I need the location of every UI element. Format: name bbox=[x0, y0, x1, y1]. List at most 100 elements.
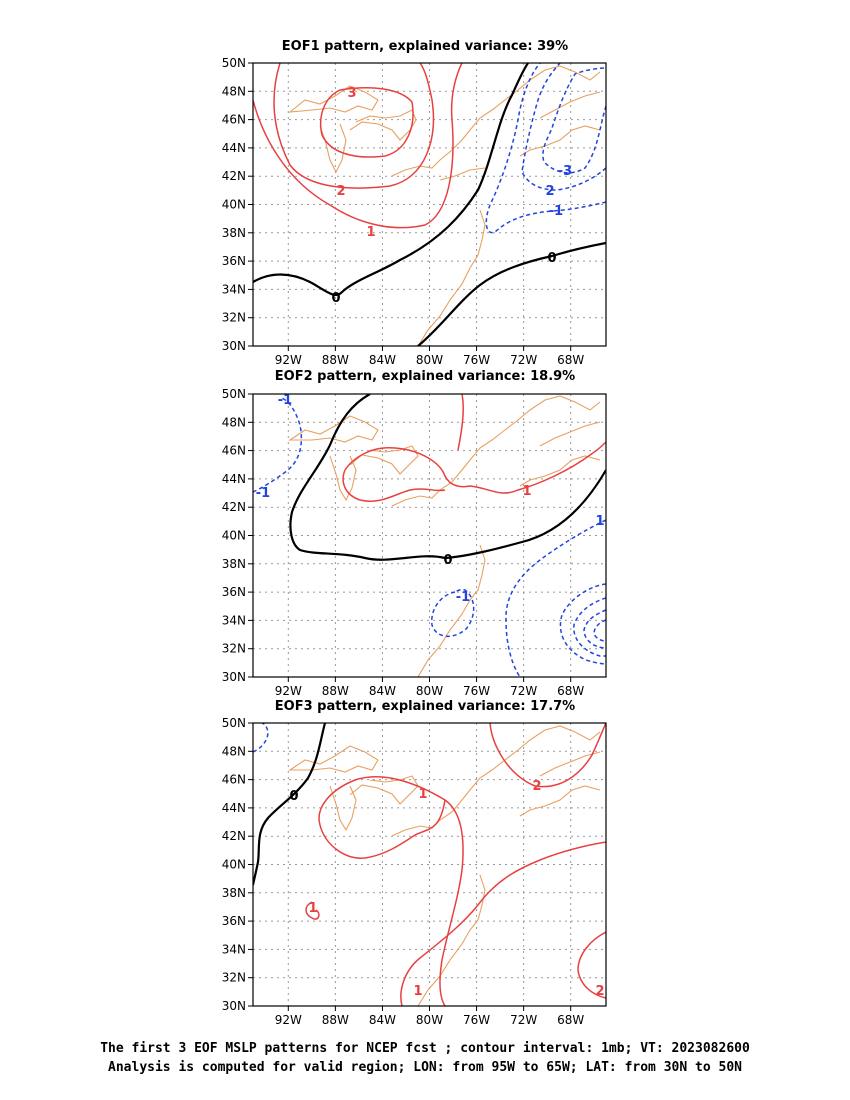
lon-tick-label: 76W bbox=[463, 1013, 490, 1027]
coastlines bbox=[288, 65, 601, 346]
lon-tick-label: 72W bbox=[510, 353, 537, 367]
contour-label: 0 bbox=[289, 789, 298, 804]
contour-neg-4 bbox=[583, 609, 606, 649]
lat-tick-label: 46N bbox=[222, 773, 246, 787]
lat-tick-label: 36N bbox=[222, 254, 246, 268]
lat-tick-label: 44N bbox=[222, 472, 246, 486]
contour-pos-1a bbox=[318, 776, 464, 1006]
lat-tick-label: 40N bbox=[222, 198, 246, 212]
lat-tick-label: 32N bbox=[222, 311, 246, 325]
lat-tick-label: 38N bbox=[222, 226, 246, 240]
lat-tick-label: 30N bbox=[222, 339, 246, 353]
lat-tick-label: 44N bbox=[222, 801, 246, 815]
lon-tick-label: 92W bbox=[275, 353, 302, 367]
contour-neg-3 bbox=[573, 597, 606, 657]
contour-label: 2 bbox=[545, 184, 554, 199]
lat-tick-label: 42N bbox=[222, 829, 246, 843]
contour-label: 3 bbox=[347, 86, 356, 101]
lon-tick-label: 68W bbox=[557, 353, 584, 367]
lon-tick-label: 92W bbox=[275, 684, 302, 698]
lon-tick-label: 88W bbox=[322, 1013, 349, 1027]
lon-tick-label: 92W bbox=[275, 1013, 302, 1027]
lat-tick-label: 36N bbox=[222, 914, 246, 928]
lat-tick-label: 42N bbox=[222, 500, 246, 514]
lat-tick-label: 40N bbox=[222, 858, 246, 872]
panel-eof3: EOF3 pattern, explained variance: 17.7% bbox=[222, 699, 607, 1027]
lon-tick-label: 88W bbox=[322, 684, 349, 698]
lat-tick-label: 30N bbox=[222, 999, 246, 1013]
contour-pos-1 bbox=[344, 441, 606, 494]
panel-title-eof3: EOF3 pattern, explained variance: 17.7% bbox=[275, 699, 575, 714]
lon-tick-label: 84W bbox=[369, 353, 396, 367]
contour-zero bbox=[253, 723, 327, 886]
lon-tick-label: 68W bbox=[557, 1013, 584, 1027]
contour-pos-1c bbox=[457, 394, 464, 451]
lon-tick-label: 76W bbox=[463, 684, 490, 698]
contour-pos-3 bbox=[319, 87, 414, 158]
contour-label: -1 bbox=[256, 486, 270, 501]
contour-pos-1 bbox=[253, 63, 463, 229]
contour-label: 2 bbox=[336, 184, 345, 199]
grid-lines bbox=[253, 723, 606, 1006]
contour-neg-1c bbox=[505, 519, 606, 677]
contour-label: 2 bbox=[532, 779, 541, 794]
axis-ticks: 50N 48N 46N 44N 42N 40N 38N 36N 34N 32N 30N 92W 88W 8… bbox=[222, 56, 585, 367]
coastlines bbox=[288, 725, 601, 1006]
contour-label: 1 bbox=[522, 484, 531, 499]
contour-pos-2 bbox=[273, 63, 435, 189]
contour-zero-a bbox=[253, 63, 529, 297]
grid-lines bbox=[253, 394, 606, 677]
contour-label: 0 bbox=[547, 251, 556, 266]
lon-tick-label: 84W bbox=[369, 1013, 396, 1027]
lon-tick-label: 72W bbox=[510, 684, 537, 698]
contour-pos-2b bbox=[577, 931, 606, 999]
lon-tick-label: 68W bbox=[557, 684, 584, 698]
panel-title-eof2: EOF2 pattern, explained variance: 18.9% bbox=[275, 369, 575, 384]
lat-tick-label: 48N bbox=[222, 415, 246, 429]
contour-pos-1b bbox=[342, 469, 446, 502]
contour-label: 1 bbox=[595, 514, 604, 529]
lat-tick-label: 48N bbox=[222, 744, 246, 758]
lat-tick-label: 46N bbox=[222, 113, 246, 127]
lat-tick-label: 34N bbox=[222, 942, 246, 956]
lat-tick-label: 36N bbox=[222, 585, 246, 599]
contour-label: 2 bbox=[595, 984, 604, 999]
contour-label: -1 bbox=[278, 393, 292, 408]
lat-tick-label: 38N bbox=[222, 557, 246, 571]
contour-label: 0 bbox=[443, 553, 452, 568]
panel-title-eof1: EOF1 pattern, explained variance: 39% bbox=[282, 39, 568, 54]
contour-neg-1 bbox=[253, 723, 269, 753]
contour-neg-1 bbox=[485, 63, 606, 234]
contour-label: -3 bbox=[558, 164, 572, 179]
lat-tick-label: 44N bbox=[222, 141, 246, 155]
lon-tick-label: 76W bbox=[463, 353, 490, 367]
contour-zero-b bbox=[417, 241, 606, 346]
panel-eof2: EOF2 pattern, explained variance: 18.9% bbox=[222, 369, 607, 698]
contour-pos-1d bbox=[305, 901, 320, 920]
lon-tick-label: 88W bbox=[322, 353, 349, 367]
lat-tick-label: 48N bbox=[222, 84, 246, 98]
grid-lines bbox=[253, 63, 606, 346]
lat-tick-label: 34N bbox=[222, 613, 246, 627]
lat-tick-label: 30N bbox=[222, 670, 246, 684]
lat-tick-label: 46N bbox=[222, 444, 246, 458]
lat-tick-label: 50N bbox=[222, 716, 246, 730]
contour-label: -1 bbox=[549, 204, 563, 219]
contour-neg-5 bbox=[593, 619, 606, 642]
axis-ticks: 50N 48N 46N 44N 42N 40N 38N 36N 34N 32N 30N 92W 88W 8… bbox=[222, 387, 585, 698]
lon-tick-label: 72W bbox=[510, 1013, 537, 1027]
contour-neg-3 bbox=[542, 67, 606, 174]
axis-ticks: 50N 48N 46N 44N 42N 40N 38N 36N 34N 32N 30N 92W 88W 8… bbox=[222, 716, 585, 1027]
contour-label: 0 bbox=[331, 291, 340, 306]
caption-line-1: The first 3 EOF MSLP patterns for NCEP f… bbox=[100, 1041, 750, 1056]
contour-label: 1 bbox=[418, 787, 427, 802]
contour-neg-1a bbox=[253, 397, 303, 493]
eof-map-figure: EOF1 pattern, explained variance: 39% bbox=[222, 39, 607, 1027]
contour-pos-2a bbox=[489, 723, 606, 788]
contour-label: 1 bbox=[308, 901, 317, 916]
contour-neg-1b bbox=[431, 588, 475, 637]
lon-tick-label: 84W bbox=[369, 684, 396, 698]
coastlines bbox=[288, 395, 601, 677]
lon-tick-label: 80W bbox=[416, 684, 443, 698]
lon-tick-label: 80W bbox=[416, 353, 443, 367]
